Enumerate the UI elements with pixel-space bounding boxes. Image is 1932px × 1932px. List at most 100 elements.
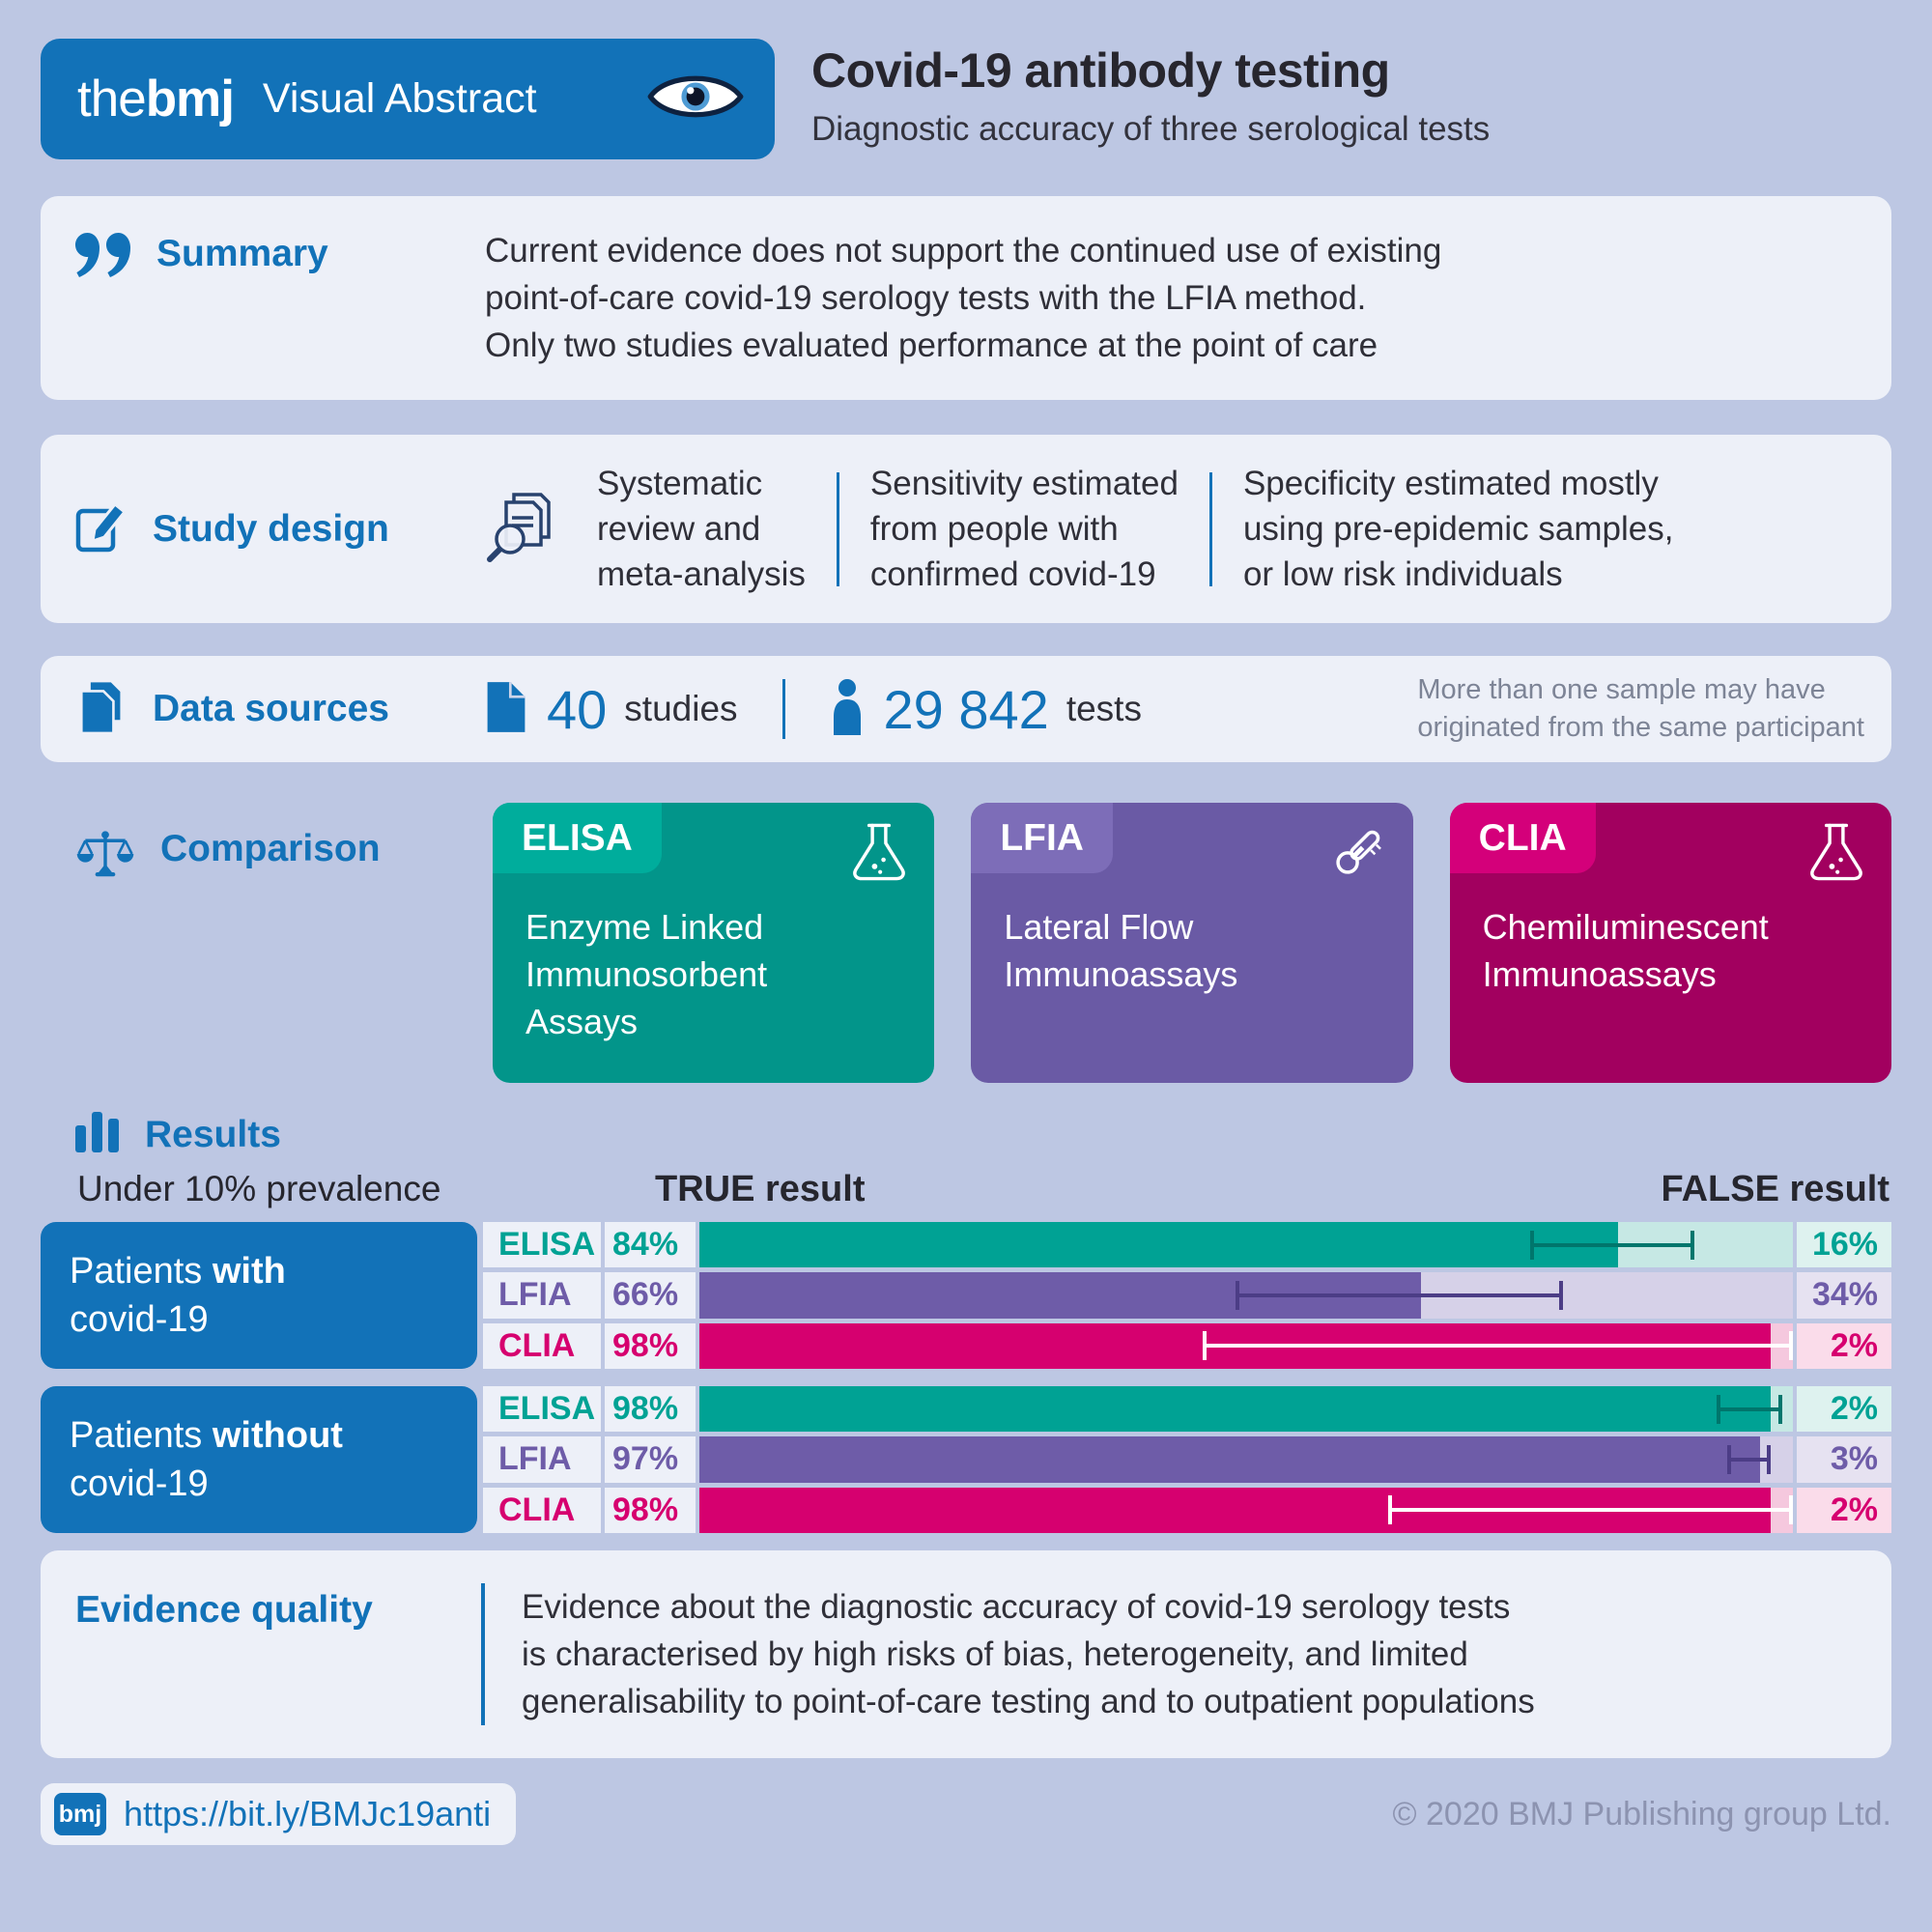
studies-unit: studies <box>624 689 738 728</box>
confidence-interval <box>1388 1495 1793 1525</box>
person-icon <box>830 678 865 740</box>
bitly-link[interactable]: https://bit.ly/BMJc19anti <box>124 1794 492 1833</box>
true-result-value: 98% <box>605 1386 696 1433</box>
eye-icon <box>645 68 746 130</box>
group-rows-without-covid: ELISA 98% 2% LFIA 97% 3% CLIA 98% 2% <box>483 1386 1891 1533</box>
divider <box>781 679 785 739</box>
data-sources-label: Data sources <box>153 688 389 729</box>
card-lfia: LFIA Lateral Flow Immunoassays <box>971 803 1413 1083</box>
bar-chart-icon <box>75 1112 120 1157</box>
card-clia: CLIA Chemiluminescent Immunoassays <box>1449 803 1891 1083</box>
study-design-label: Study design <box>153 507 389 550</box>
evidence-quality-label: Evidence quality <box>75 1589 373 1631</box>
bmj-logo-chip: bmj <box>54 1793 106 1835</box>
true-result-bar <box>699 1222 1618 1268</box>
result-row-elisa: ELISA 84% 16% <box>483 1222 1891 1268</box>
studies-count: 40 <box>547 678 608 740</box>
true-result-value: 98% <box>605 1487 696 1533</box>
result-bar-track <box>699 1272 1793 1319</box>
true-result-bar <box>699 1436 1761 1483</box>
true-result-value: 84% <box>605 1222 696 1268</box>
card-clia-name: Chemiluminescent Immunoassays <box>1482 907 1769 994</box>
test-name-label: ELISA <box>483 1386 601 1433</box>
data-sources-panel: Data sources 40 studies 29 842 tests Mor… <box>41 656 1891 762</box>
comparison-cards: ELISA Enzyme Linked Immunosorbent Assays… <box>493 803 1891 1083</box>
card-elisa-abbr: ELISA <box>493 803 662 873</box>
page-title: Covid-19 antibody testing <box>811 43 1390 98</box>
group-label-strong: without <box>212 1415 343 1456</box>
false-result-value: 34% <box>1797 1272 1891 1319</box>
page-subtitle: Diagnostic accuracy of three serological… <box>811 110 1491 148</box>
results-subheader: Under 10% prevalence TRUE result FALSE r… <box>41 1169 1891 1210</box>
summary-text: Current evidence does not support the co… <box>485 232 1442 364</box>
data-sources-note: More than one sample may have originated… <box>1417 674 1864 743</box>
study-design-item-2: Sensitivity estimated from people with c… <box>869 465 1179 593</box>
card-lfia-abbr: LFIA <box>971 803 1113 873</box>
true-result-value: 97% <box>605 1436 696 1483</box>
true-result-bar <box>699 1386 1772 1433</box>
group-label-with-covid: Patients with covid-19 <box>41 1222 477 1369</box>
group-label-post: covid-19 <box>70 1299 209 1340</box>
confidence-interval <box>1530 1230 1695 1260</box>
pencil-note-icon <box>75 500 128 557</box>
false-result-header: FALSE result <box>1661 1169 1890 1209</box>
test-name-label: CLIA <box>483 1487 601 1533</box>
group-label-pre: Patients <box>70 1415 213 1456</box>
flask-icon <box>849 822 909 887</box>
group-label-pre: Patients <box>70 1251 213 1292</box>
divider <box>836 471 839 586</box>
group-rows-with-covid: ELISA 84% 16% LFIA 66% 34% CLIA 98% 2% <box>483 1222 1891 1369</box>
result-row-lfia: LFIA 66% 34% <box>483 1272 1891 1319</box>
result-bar-track <box>699 1322 1793 1369</box>
result-bar-track <box>699 1386 1793 1433</box>
true-result-value: 98% <box>605 1322 696 1369</box>
group-label-post: covid-19 <box>70 1463 209 1504</box>
results-group-with-covid: Patients with covid-19 ELISA 84% 16% LFIA 66… <box>41 1222 1891 1369</box>
confidence-interval <box>1716 1394 1782 1424</box>
copyright-text: © 2020 BMJ Publishing group Ltd. <box>1392 1795 1891 1833</box>
group-label-strong: with <box>212 1251 286 1292</box>
result-row-clia: CLIA 98% 2% <box>483 1322 1891 1369</box>
tests-unit: tests <box>1065 689 1142 728</box>
brand-bmj: bmj <box>145 71 235 128</box>
evidence-quality-text: Evidence about the diagnostic accuracy o… <box>522 1588 1535 1720</box>
test-name-label: LFIA <box>483 1436 601 1483</box>
results-group-without-covid: Patients without covid-19 ELISA 98% 2% LFIA… <box>41 1386 1891 1533</box>
false-result-value: 2% <box>1797 1322 1891 1369</box>
result-bar-track <box>699 1222 1793 1268</box>
test-name-label: LFIA <box>483 1272 601 1319</box>
divider <box>481 1583 485 1725</box>
true-result-value: 66% <box>605 1272 696 1319</box>
quote-icon <box>75 233 131 282</box>
footer: bmj https://bit.ly/BMJc19anti © 2020 BMJ… <box>41 1783 1891 1845</box>
result-row-lfia: LFIA 97% 3% <box>483 1436 1891 1483</box>
test-name-label: CLIA <box>483 1322 601 1369</box>
study-design-items: Systematic review and meta-analysis Sens… <box>485 461 1853 597</box>
result-bar-track <box>699 1487 1793 1533</box>
tests-count: 29 842 <box>883 678 1049 740</box>
flask-icon <box>1806 822 1866 887</box>
page-icon <box>485 680 527 739</box>
thermometer-icon <box>1326 822 1388 889</box>
card-clia-abbr: CLIA <box>1449 803 1596 873</box>
magnifier-documents-icon <box>485 491 570 567</box>
results-label: Results <box>145 1113 281 1155</box>
summary-panel: Summary Current evidence does not suppor… <box>41 196 1891 400</box>
group-label-without-covid: Patients without covid-19 <box>41 1386 477 1533</box>
result-row-clia: CLIA 98% 2% <box>483 1487 1891 1533</box>
evidence-quality-panel: Evidence quality Evidence about the diag… <box>41 1550 1891 1758</box>
brand-the: the <box>77 71 147 128</box>
header: thebmj Visual Abstract Covid-19 antibody… <box>41 39 1891 159</box>
bmj-brand-box: thebmj Visual Abstract <box>41 39 775 159</box>
test-name-label: ELISA <box>483 1222 601 1268</box>
confidence-interval <box>1727 1444 1772 1474</box>
false-result-value: 2% <box>1797 1386 1891 1433</box>
false-result-value: 2% <box>1797 1487 1891 1533</box>
card-elisa-name: Enzyme Linked Immunosorbent Assays <box>526 907 768 1041</box>
documents-icon <box>75 679 128 740</box>
confidence-interval <box>1202 1331 1793 1361</box>
card-lfia-name: Lateral Flow Immunoassays <box>1004 907 1238 994</box>
confidence-interval <box>1235 1280 1564 1310</box>
study-design-item-3: Specificity estimated mostly using pre-e… <box>1242 465 1674 593</box>
